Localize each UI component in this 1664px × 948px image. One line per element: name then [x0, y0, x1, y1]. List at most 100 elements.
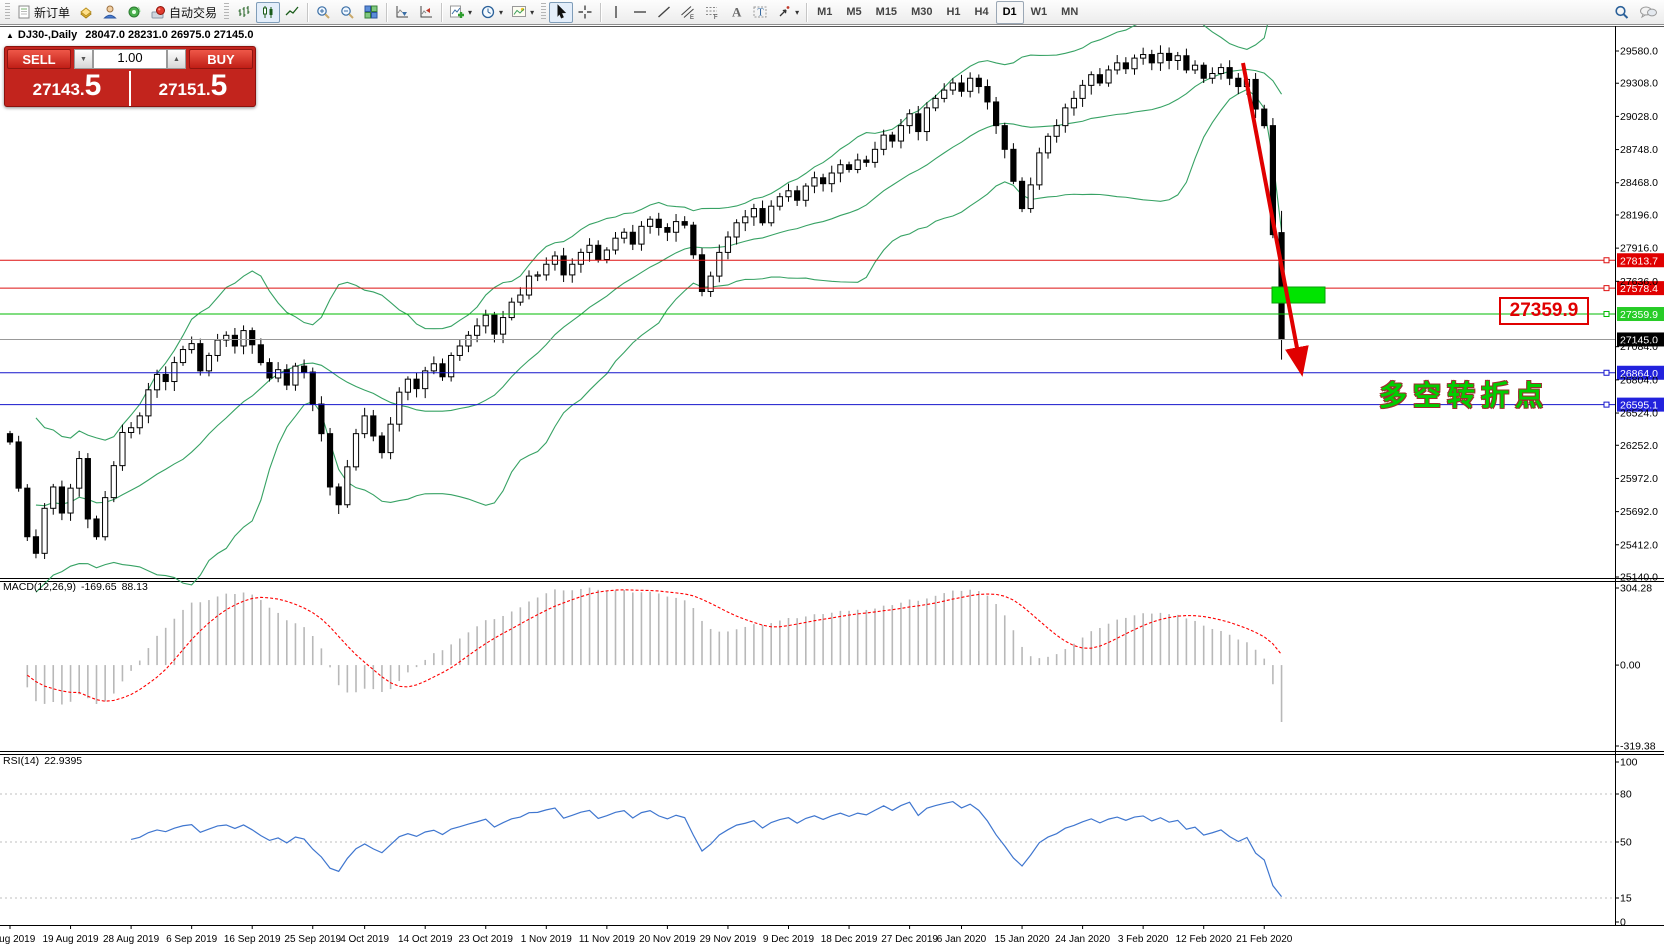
timeframe-button-M15[interactable]: M15	[875, 6, 898, 18]
bollinger-lower-band[interactable]	[35, 88, 1283, 593]
macd-pane-layer	[26, 587, 1283, 722]
candle	[967, 77, 974, 92]
candle	[993, 101, 1000, 127]
turning-point-annotation[interactable]: 多空转折点	[1379, 380, 1550, 411]
toolbar-separator	[307, 2, 309, 22]
bar-chart-button[interactable]	[232, 2, 256, 23]
chart-shift-button[interactable]	[414, 2, 438, 23]
candle	[1036, 152, 1043, 186]
bollinger-upper-band[interactable]	[35, 0, 1282, 441]
buy-button[interactable]: BUY	[189, 49, 253, 69]
fibonacci-button[interactable]: F	[700, 2, 724, 23]
candle	[655, 218, 662, 229]
downtrend-arrow[interactable]	[1241, 62, 1309, 377]
arrows-button[interactable]: ▾	[772, 2, 803, 23]
autoscroll-button[interactable]	[390, 2, 414, 23]
svg-text:F: F	[714, 15, 718, 20]
candle	[396, 391, 403, 425]
rsi-pane-layer	[0, 793, 1615, 899]
navigator-button[interactable]	[122, 2, 146, 23]
chat-button[interactable]	[1634, 2, 1662, 23]
text-button[interactable]: A	[724, 2, 748, 23]
zoom-out-button[interactable]	[335, 2, 359, 23]
sell-button[interactable]: SELL	[7, 49, 71, 69]
price-tick-label: 27084.0	[1620, 341, 1658, 353]
price-badge-text: 26595.1	[1620, 400, 1658, 412]
label-button[interactable]: T	[748, 2, 772, 23]
candle	[672, 221, 680, 233]
date-label: 11 Nov 2019	[579, 934, 635, 945]
horizontal-line-button[interactable]	[628, 2, 652, 23]
timeframe-button-D1[interactable]: D1	[995, 0, 1024, 24]
candle	[975, 77, 982, 88]
candle	[871, 148, 879, 163]
price-tick-label: 28468.0	[1620, 177, 1658, 189]
candle	[145, 389, 152, 417]
candle	[1200, 64, 1207, 79]
text-label-icon: T	[752, 4, 768, 20]
timeframe-button-H4[interactable]: H4	[974, 6, 989, 18]
trendline-button[interactable]	[652, 2, 676, 23]
level-line-marker	[1603, 369, 1610, 376]
toolbar-grip[interactable]	[224, 3, 230, 21]
new-order-button[interactable]: 新订单	[13, 2, 74, 23]
data-window-button[interactable]	[98, 2, 122, 23]
market-watch-button[interactable]	[74, 2, 98, 23]
channel-button[interactable]: E	[676, 2, 700, 23]
search-button[interactable]	[1609, 2, 1634, 23]
candle	[794, 190, 801, 201]
timeframe-button-M30[interactable]: M30	[911, 6, 933, 18]
candle	[41, 507, 48, 554]
candle	[543, 263, 550, 276]
toolbar-grip[interactable]	[541, 3, 547, 21]
candle	[6, 433, 14, 443]
candlestick-chart-button[interactable]	[256, 1, 281, 23]
timeframe-button-W1[interactable]: W1	[1030, 6, 1048, 18]
bollinger-middle-band[interactable]	[35, 68, 1283, 507]
volume-increase-button[interactable]: ▲	[167, 49, 186, 69]
indicators-button[interactable]: ▾	[445, 2, 476, 23]
date-label: 6 Jan 2020	[937, 934, 987, 945]
level-line-marker	[1603, 257, 1610, 264]
ohlc-values: 28047.0 28231.0 26975.0 27145.0	[85, 29, 254, 41]
price-tick-label: 25972.0	[1620, 473, 1658, 485]
panel-collapse-icon[interactable]: ▲	[6, 31, 14, 40]
price-tick-label: 28748.0	[1620, 144, 1658, 156]
timeframe-button-M5[interactable]: M5	[846, 6, 862, 18]
equidistant-channel-icon: E	[680, 4, 696, 21]
toolbar-grip[interactable]	[5, 3, 10, 21]
candle	[171, 362, 178, 383]
autotrading-button[interactable]: 自动交易	[146, 2, 221, 23]
volume-input[interactable]: 1.00	[93, 49, 167, 69]
periods-button[interactable]: ▾	[476, 2, 507, 23]
candle	[880, 134, 887, 150]
timeframe-button-H1[interactable]: H1	[946, 6, 961, 18]
candle	[820, 177, 827, 185]
candle	[949, 82, 956, 91]
cursor-button[interactable]	[549, 1, 574, 23]
candle	[1114, 62, 1121, 71]
line-chart-button[interactable]	[280, 2, 304, 23]
price-target-annotation[interactable]: 27359.9	[1499, 297, 1589, 325]
zoom-in-button[interactable]	[311, 2, 335, 23]
svg-text:A: A	[732, 5, 742, 20]
volume-decrease-button[interactable]: ▼	[74, 49, 93, 69]
timeframe-button-M1[interactable]: M1	[817, 6, 833, 18]
support-zone-rectangle[interactable]	[1271, 286, 1326, 304]
timeframe-button-MN[interactable]: MN	[1061, 6, 1079, 18]
candle	[378, 435, 386, 454]
templates-button[interactable]: ▾	[507, 2, 538, 23]
candle	[231, 334, 239, 347]
buy-price[interactable]: 27151.5	[158, 69, 228, 102]
candle	[802, 185, 809, 201]
rsi-tick-label: 15	[1620, 893, 1632, 905]
tile-windows-button[interactable]	[359, 2, 383, 23]
vertical-line-button[interactable]	[604, 2, 628, 23]
crosshair-button[interactable]	[573, 2, 597, 23]
candle	[197, 343, 204, 372]
candle	[32, 536, 40, 554]
sell-price[interactable]: 27143.5	[32, 69, 102, 102]
candle	[1183, 55, 1190, 71]
date-label: 29 Nov 2019	[700, 934, 757, 945]
